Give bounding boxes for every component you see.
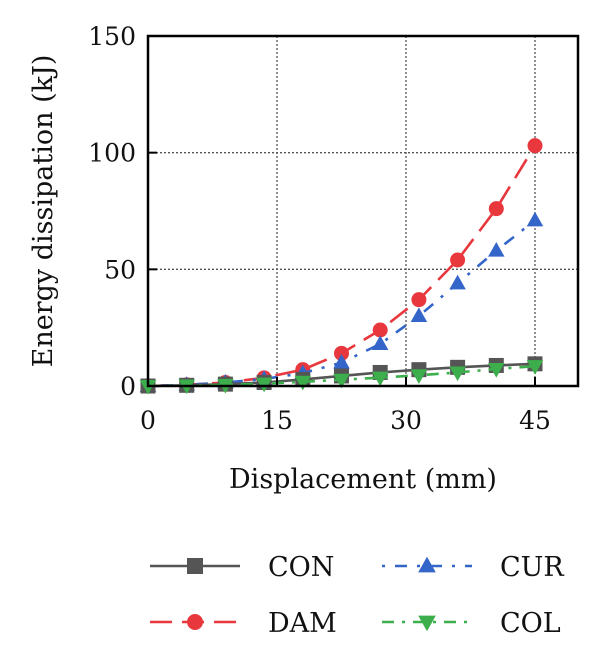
- data-point-dam: [372, 322, 388, 338]
- data-point-dam: [411, 292, 427, 308]
- y-tick-label: 0: [120, 372, 136, 401]
- data-point-cur: [526, 211, 544, 227]
- legend-item-col: COL: [382, 608, 561, 639]
- x-tick-label: 0: [140, 406, 156, 435]
- legend-marker: [418, 556, 436, 573]
- plot-frame: [146, 34, 580, 388]
- legend-label: COL: [500, 608, 561, 639]
- data-point-cur: [333, 354, 350, 369]
- legend-marker: [187, 614, 203, 630]
- data-point-dam: [488, 201, 504, 217]
- x-axis-label: Displacement (mm): [229, 464, 497, 495]
- axis-ticks: 0 15 30 45 0 50 100 150: [88, 22, 551, 435]
- x-tick-label: 45: [519, 406, 551, 435]
- data-point-col: [410, 369, 428, 384]
- legend-item-con: CON: [150, 552, 334, 583]
- data-point-dam: [450, 252, 466, 268]
- data-point-col: [488, 362, 505, 378]
- y-tick-label: 50: [104, 255, 136, 284]
- grid: [148, 36, 578, 386]
- data-point-cur: [371, 335, 389, 350]
- legend: CON CUR DAM COL: [150, 552, 564, 639]
- legend-marker: [418, 615, 436, 632]
- data-point-cur: [410, 307, 428, 322]
- data-point-dam: [527, 138, 543, 154]
- data-point-col: [139, 380, 157, 395]
- x-tick-label: 30: [390, 406, 422, 435]
- legend-label: DAM: [268, 608, 337, 639]
- x-tick-label: 15: [261, 406, 293, 435]
- data-point-col: [333, 373, 350, 389]
- data-point-col: [371, 371, 389, 387]
- legend-marker: [187, 558, 203, 574]
- data-point-col: [449, 366, 466, 382]
- legend-item-dam: DAM: [150, 608, 337, 639]
- y-axis-label: Energy dissipation (kJ): [28, 55, 59, 368]
- data-point-col: [294, 375, 312, 391]
- legend-label: CON: [268, 552, 334, 583]
- data-point-col: [526, 360, 544, 375]
- y-tick-label: 150: [88, 22, 136, 51]
- legend-item-cur: CUR: [382, 552, 564, 583]
- data-point-dam: [334, 345, 349, 361]
- data-point-cur: [449, 274, 466, 290]
- legend-label: CUR: [500, 552, 564, 583]
- y-tick-label: 100: [88, 139, 136, 168]
- data-point-cur: [488, 242, 505, 257]
- series-layer: [139, 138, 544, 395]
